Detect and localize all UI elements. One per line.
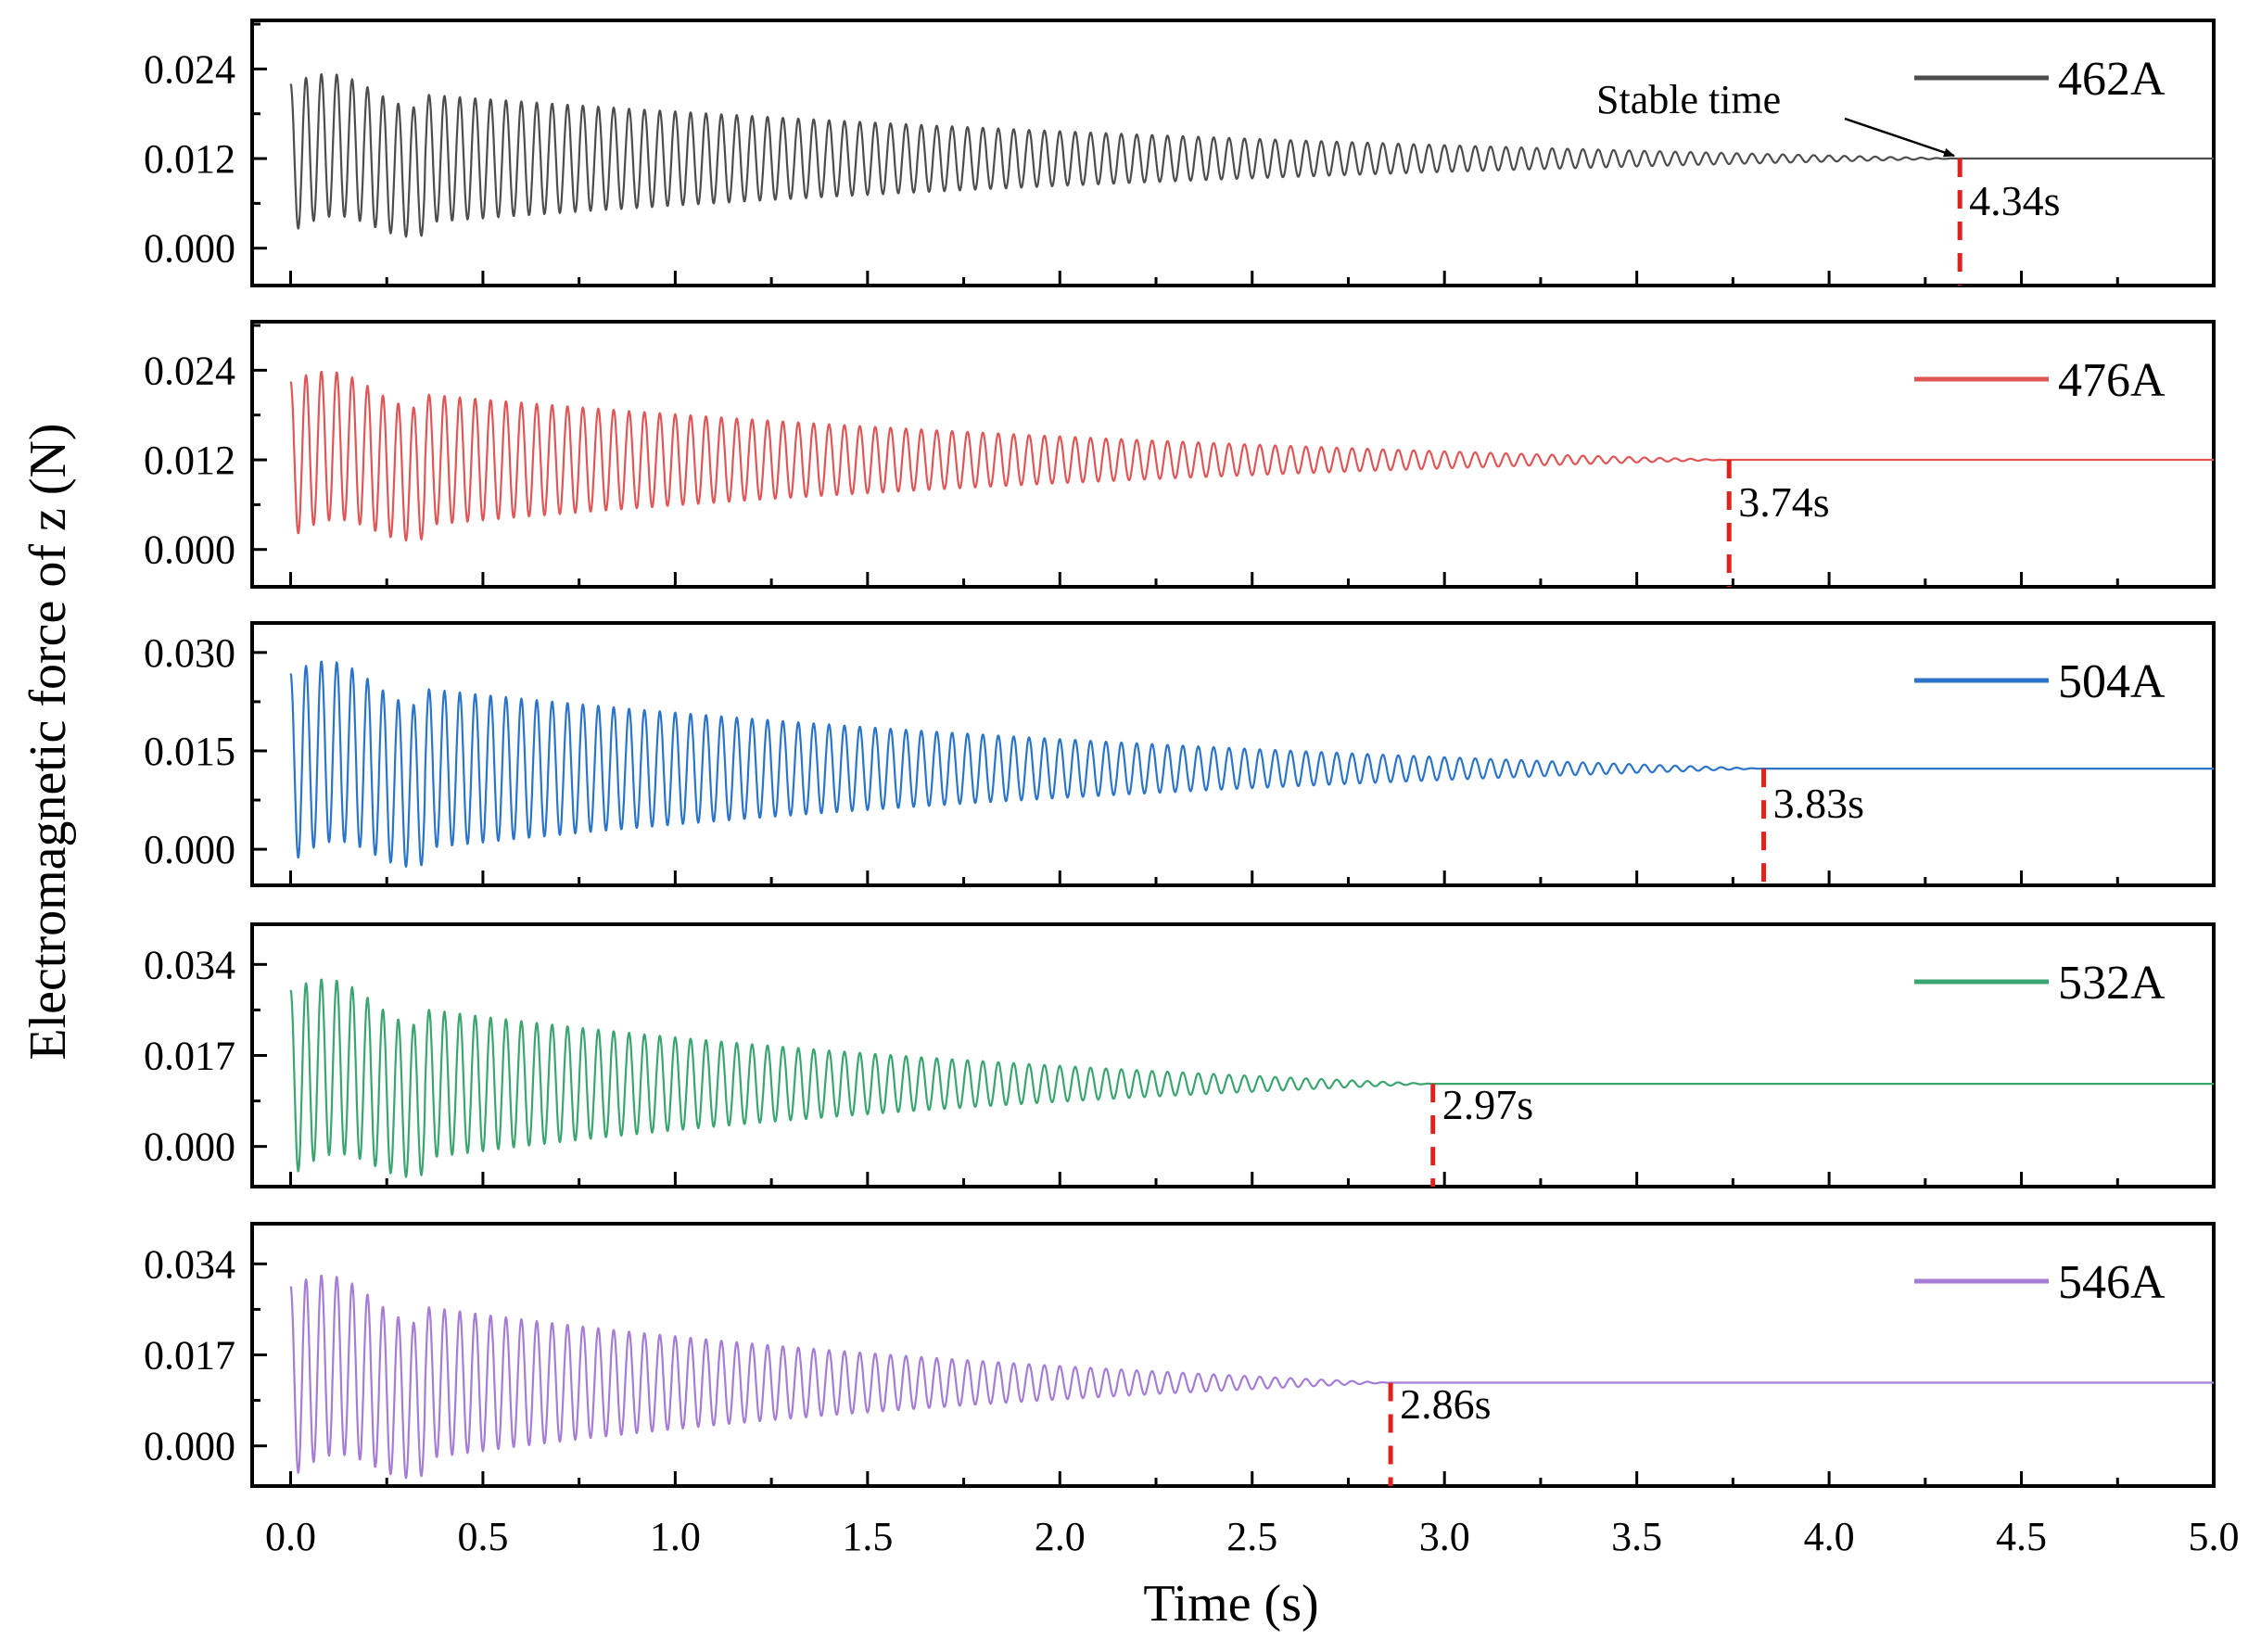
series-line xyxy=(289,660,2215,868)
stable-time-value-label: 2.97s xyxy=(1442,1081,1533,1128)
panel-462A: 0.000 0.012 0.024 4.34s 462A xyxy=(144,19,2216,287)
stable-time-annotation: Stable time xyxy=(1596,77,1955,158)
legend-label: 462A xyxy=(2058,53,2166,106)
y-axis-title: Electromagnetic force of z (N) xyxy=(19,423,77,1060)
series-line xyxy=(289,370,2215,542)
y-tick-label: 0.000 xyxy=(144,527,235,573)
plot-frame xyxy=(250,922,2216,1188)
plot-frame xyxy=(250,19,2216,287)
y-tick-label: 0.030 xyxy=(144,630,235,676)
series-line xyxy=(289,978,2215,1178)
y-tick-label: 0.012 xyxy=(144,438,235,483)
plot-frame xyxy=(250,1222,2216,1488)
x-tick-label: 1.0 xyxy=(650,1514,701,1559)
y-tick-label: 0.000 xyxy=(144,827,235,872)
y-tick-label: 0.015 xyxy=(144,729,235,774)
legend-label: 546A xyxy=(2058,1256,2166,1309)
stable-time-arrow xyxy=(1844,117,1955,158)
y-tick-label: 0.000 xyxy=(144,1125,235,1170)
x-tick-label: 3.0 xyxy=(1419,1514,1470,1559)
panel-504A: 0.000 0.015 0.030 3.83s 504A xyxy=(144,621,2216,887)
x-tick-label: 0.5 xyxy=(457,1514,508,1559)
x-tick-label: 4.0 xyxy=(1804,1514,1855,1559)
y-tick-label: 0.000 xyxy=(144,226,235,272)
x-tick-labels: 0.0 0.5 1.0 1.5 2.0 2.5 3.0 3.5 4.0 4.5 5.0 xyxy=(265,1514,2240,1559)
y-tick-label: 0.017 xyxy=(144,1333,235,1379)
y-tick-label: 0.012 xyxy=(144,136,235,182)
plot-frame xyxy=(250,320,2216,589)
panel-532A: 0.000 0.017 0.034 2.97s 532A xyxy=(144,922,2216,1188)
x-axis-title: Time (s) xyxy=(1143,1575,1318,1633)
y-tick-label: 0.017 xyxy=(144,1034,235,1079)
x-tick-label: 1.5 xyxy=(842,1514,893,1559)
y-tick-label: 0.024 xyxy=(144,348,235,393)
y-tick-label: 0.024 xyxy=(144,46,235,92)
stable-time-label: Stable time xyxy=(1596,77,1781,122)
legend-label: 476A xyxy=(2058,354,2166,407)
legend-label: 532A xyxy=(2058,957,2166,1010)
y-tick-label: 0.000 xyxy=(144,1424,235,1469)
x-tick-label: 3.5 xyxy=(1611,1514,1662,1559)
series-line xyxy=(289,73,2215,238)
x-tick-label: 2.0 xyxy=(1035,1514,1086,1559)
series-line xyxy=(289,1274,2215,1480)
stable-time-value-label: 3.74s xyxy=(1738,478,1829,526)
x-tick-label: 5.0 xyxy=(2189,1514,2240,1559)
x-tick-label: 4.5 xyxy=(1996,1514,2047,1559)
plot-frame xyxy=(250,621,2216,887)
y-tick-label: 0.034 xyxy=(144,942,235,987)
legend-label: 504A xyxy=(2058,655,2166,708)
y-tick-label: 0.034 xyxy=(144,1241,235,1287)
stable-time-value-label: 3.83s xyxy=(1773,780,1864,827)
stable-time-value-label: 2.86s xyxy=(1400,1380,1491,1428)
panel-476A: 0.000 0.012 0.024 3.74s 476A xyxy=(144,320,2216,589)
x-tick-label: 2.5 xyxy=(1226,1514,1277,1559)
panel-546A: 0.000 0.017 0.034 2.86s 546A xyxy=(144,1222,2216,1488)
x-tick-label: 0.0 xyxy=(265,1514,316,1559)
stable-time-value-label: 4.34s xyxy=(1969,177,2060,224)
